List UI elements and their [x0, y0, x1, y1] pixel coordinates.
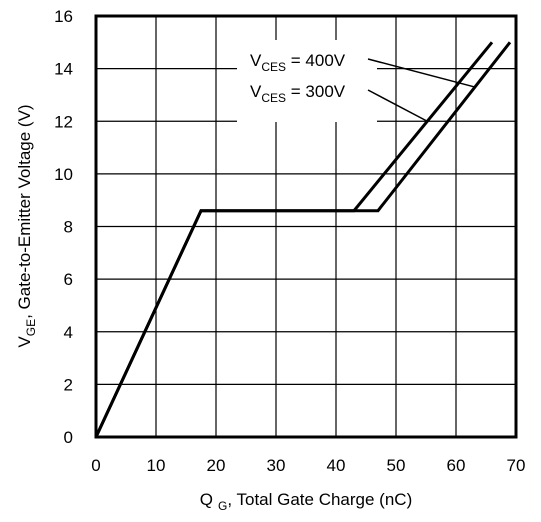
legend-leader-0	[367, 58, 476, 88]
legend-300v-sub: CES	[261, 91, 286, 105]
x-axis-title: Q G, Total Gate Charge (nC)	[200, 490, 412, 513]
series-line-1	[94, 41, 494, 438]
legend-background	[237, 40, 377, 122]
x-tick-label-5: 50	[387, 456, 406, 475]
x-axis-title-rest: , Total Gate Charge (nC)	[227, 490, 412, 509]
x-tick-label-1: 10	[147, 456, 166, 475]
plot-frame	[94, 14, 518, 439]
y-tick-label-2: 4	[64, 323, 73, 342]
x-tick-label-4: 40	[327, 456, 346, 475]
series-lines	[94, 41, 512, 438]
y-axis-title: VGE, Gate-to-Emitter Voltage (V)	[15, 104, 38, 347]
legend-entry-300v: VCES = 300V	[250, 82, 346, 105]
y-axis-title-main: V	[15, 336, 34, 348]
x-tick-label-3: 30	[267, 456, 286, 475]
x-tick-label-2: 20	[207, 456, 226, 475]
y-tick-label-6: 12	[54, 112, 73, 131]
y-axis-title-sub: GE	[24, 319, 38, 336]
legend-300v-main: V	[250, 82, 262, 101]
legend-300v-rest: = 300V	[286, 82, 346, 101]
y-tick-label-3: 6	[64, 270, 73, 289]
legend-entry-400v: VCES = 400V	[250, 51, 346, 74]
y-tick-label-8: 16	[54, 7, 73, 26]
legend-leader-1	[367, 89, 428, 122]
legend-400v-sub: CES	[261, 60, 286, 74]
legend-400v-main: V	[250, 51, 262, 70]
legend-leaders	[367, 58, 476, 122]
x-tick-label-7: 70	[507, 456, 526, 475]
x-axis-title-sub: G	[218, 499, 227, 513]
x-tick-labels: 0 10 20 30 40 50 60 70	[91, 456, 525, 475]
legend-400v-rest: = 400V	[286, 51, 346, 70]
y-tick-label-5: 10	[54, 165, 73, 184]
y-tick-label-0: 0	[64, 428, 73, 447]
x-tick-label-6: 60	[447, 456, 466, 475]
y-tick-label-7: 14	[54, 60, 73, 79]
y-tick-labels: 0 2 4 6 8 10 12 14 16	[54, 7, 73, 447]
y-axis-title-rest: , Gate-to-Emitter Voltage (V)	[15, 104, 34, 318]
x-tick-label-0: 0	[91, 456, 100, 475]
y-tick-label-1: 2	[64, 375, 73, 394]
y-tick-label-4: 8	[64, 218, 73, 237]
x-axis-title-main: Q	[200, 490, 213, 509]
